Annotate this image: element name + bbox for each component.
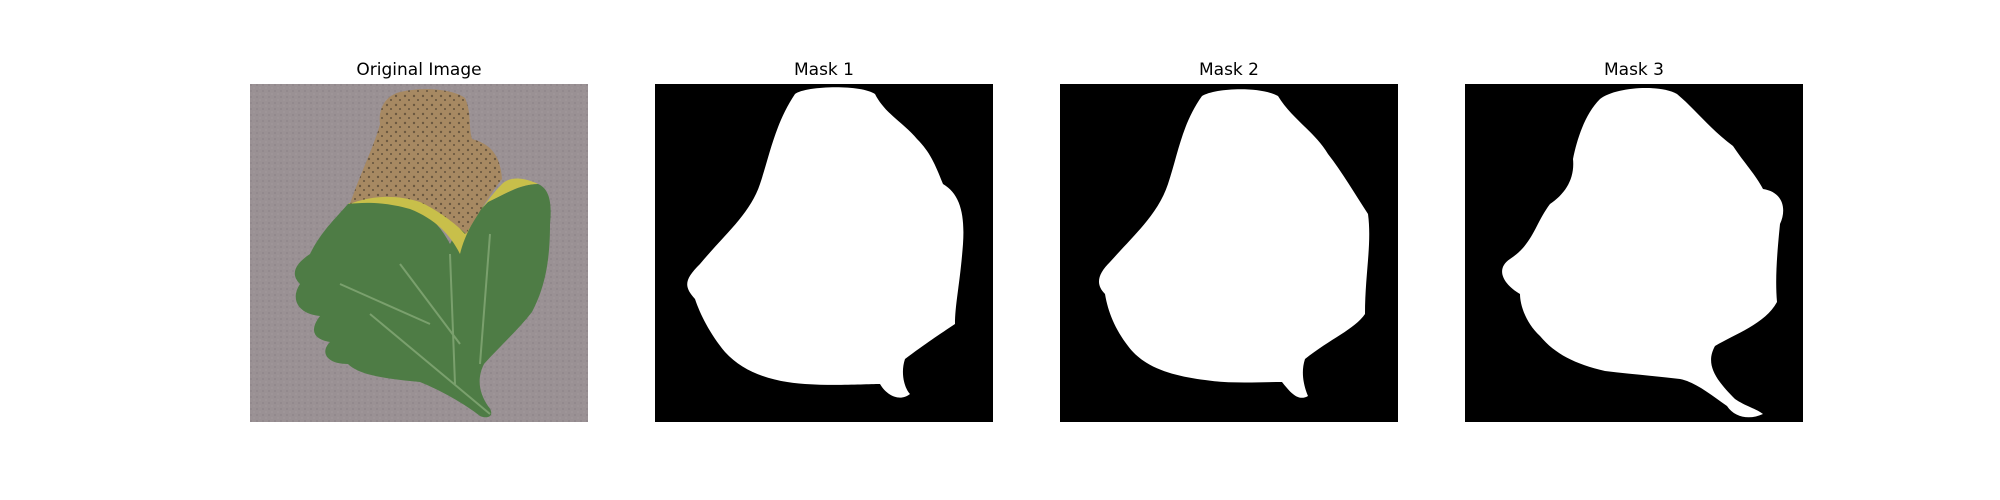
panel-title: Mask 1 xyxy=(793,60,854,80)
mask-image xyxy=(1465,84,1803,422)
panel-title: Mask 2 xyxy=(1198,60,1259,80)
mask-region xyxy=(1098,89,1370,398)
panel-mask-1: Mask 1 xyxy=(655,57,993,422)
mask-image xyxy=(655,84,993,422)
panel-title: Original Image xyxy=(356,60,482,80)
mask-3-canvas xyxy=(1465,84,1803,422)
original-image xyxy=(250,84,588,422)
mask-image xyxy=(1060,84,1398,422)
panel-original-image: Original Image xyxy=(250,57,588,422)
leaf-green-part xyxy=(294,184,551,418)
mask-1-canvas xyxy=(655,84,993,422)
panel-mask-3: Mask 3 xyxy=(1465,57,1803,422)
mask-region xyxy=(687,87,964,398)
panel-mask-2: Mask 2 xyxy=(1060,57,1398,422)
panel-title: Mask 3 xyxy=(1603,60,1664,80)
leaf-photo xyxy=(250,84,588,422)
leaf-yellow-part xyxy=(348,178,538,254)
mask-region xyxy=(1502,87,1784,418)
mask-2-canvas xyxy=(1060,84,1398,422)
